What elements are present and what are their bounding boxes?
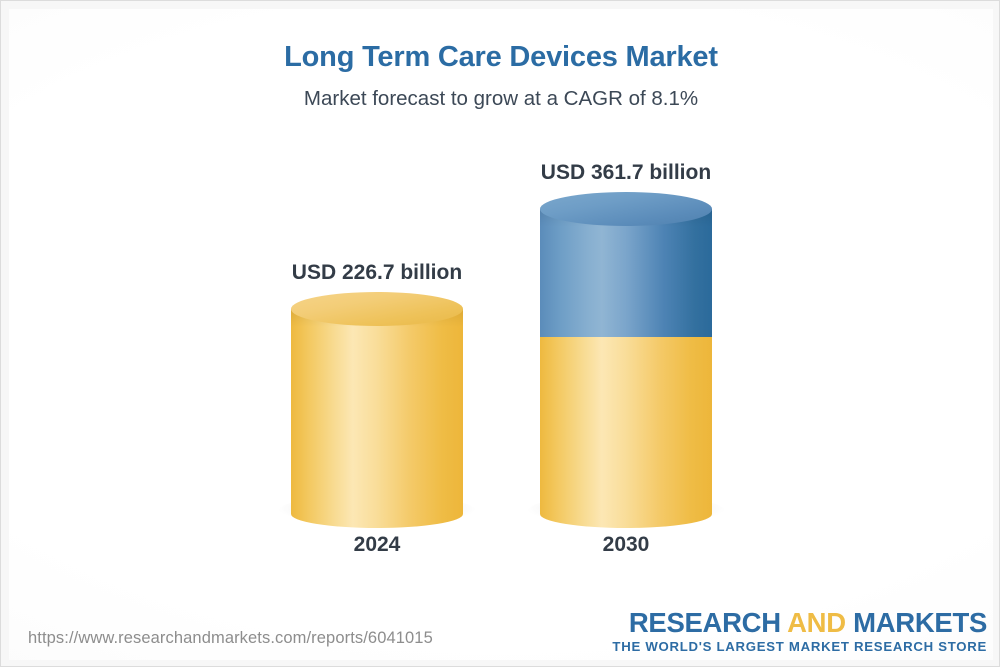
bar-group-2024: USD 226.7 billion xyxy=(247,259,507,528)
brand-word-and: AND xyxy=(787,607,846,638)
bar-segment-base-2030[interactable] xyxy=(540,337,712,528)
bar-top-ellipse-2030 xyxy=(540,192,712,226)
bar-segment-body-2024 xyxy=(291,309,463,514)
brand-word-markets: MARKETS xyxy=(845,607,987,638)
chart-header: Long Term Care Devices Market Market for… xyxy=(1,37,999,113)
brand-tagline: THE WORLD'S LARGEST MARKET RESEARCH STOR… xyxy=(612,639,987,654)
cylinder-2030[interactable] xyxy=(540,192,712,528)
source-url-link[interactable]: https://www.researchandmarkets.com/repor… xyxy=(28,629,433,647)
bar-segment-base-2024[interactable] xyxy=(291,292,463,528)
cylinder-wrap-2024 xyxy=(247,292,507,528)
bar-value-label-2024: USD 226.7 billion xyxy=(291,261,463,284)
bar-bottom-clip-2030 xyxy=(536,514,716,530)
brand-wordmark: RESEARCH AND MARKETS xyxy=(612,607,987,638)
chart-subtitle: Market forecast to grow at a CAGR of 8.1… xyxy=(303,87,699,110)
cylinder-wrap-2030 xyxy=(496,192,756,528)
bar-segment-growth-2030[interactable] xyxy=(540,192,712,337)
chart-title: Long Term Care Devices Market xyxy=(284,41,718,73)
bar-value-label-2030: USD 361.7 billion xyxy=(540,161,712,184)
brand-word-research: RESEARCH xyxy=(628,607,788,638)
category-label-2024: 2024 xyxy=(353,533,401,556)
chart-canvas xyxy=(9,9,993,660)
bar-group-2030: USD 361.7 billion xyxy=(496,159,756,528)
category-label-2030: 2030 xyxy=(602,533,650,556)
bar-bottom-clip-2024 xyxy=(287,514,467,530)
bar-segment-growth-body-2030 xyxy=(540,209,712,337)
cylinder-2024[interactable] xyxy=(291,292,463,528)
bar-segment-base-body-2030 xyxy=(540,337,712,514)
chart-footer: https://www.researchandmarkets.com/repor… xyxy=(1,604,999,666)
bar-bottom-ellipse-2024 xyxy=(291,514,463,528)
brand-logo[interactable]: RESEARCH AND MARKETS THE WORLD'S LARGEST… xyxy=(612,607,987,656)
bar-bottom-ellipse-2030 xyxy=(540,514,712,528)
bar-top-ellipse-2024 xyxy=(291,292,463,326)
